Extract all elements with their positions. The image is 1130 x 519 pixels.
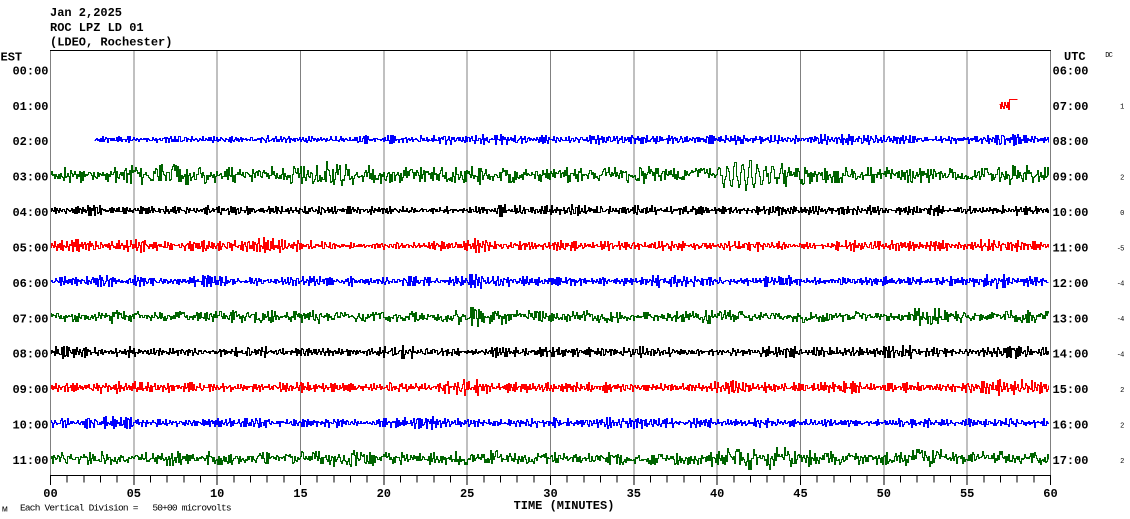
svg-text:м: м bbox=[2, 504, 8, 515]
svg-text:11:00: 11:00 bbox=[1053, 242, 1089, 256]
svg-text:2: 2 bbox=[1120, 387, 1124, 395]
svg-text:06:00: 06:00 bbox=[1053, 64, 1089, 78]
svg-text:09:00: 09:00 bbox=[1053, 171, 1089, 185]
svg-text:00:00: 00:00 bbox=[12, 64, 48, 78]
svg-text:01:00: 01:00 bbox=[12, 100, 48, 114]
svg-text:14:00: 14:00 bbox=[1053, 348, 1089, 362]
svg-text:05: 05 bbox=[127, 487, 141, 501]
svg-text:10:00: 10:00 bbox=[1053, 206, 1089, 220]
svg-text:09:00: 09:00 bbox=[12, 383, 48, 397]
svg-text:17:00: 17:00 bbox=[1053, 454, 1089, 468]
svg-text:10:00: 10:00 bbox=[12, 419, 48, 433]
svg-text:-4: -4 bbox=[1117, 316, 1124, 324]
svg-text:40: 40 bbox=[710, 487, 724, 501]
svg-text:15:00: 15:00 bbox=[1053, 383, 1089, 397]
svg-text:12:00: 12:00 bbox=[1053, 277, 1089, 291]
svg-text:06:00: 06:00 bbox=[12, 277, 48, 291]
svg-text:13:00: 13:00 bbox=[1053, 312, 1089, 326]
svg-text:35: 35 bbox=[627, 487, 641, 501]
svg-text:00: 00 bbox=[43, 487, 57, 501]
svg-text:2: 2 bbox=[1120, 175, 1124, 183]
svg-text:ROC LPZ LD 01: ROC LPZ LD 01 bbox=[50, 21, 144, 35]
svg-text:10: 10 bbox=[210, 487, 224, 501]
svg-text:2: 2 bbox=[1120, 422, 1124, 430]
svg-text:Each Vertical Division = 50+: Each Vertical Division = 50+00 microvolt… bbox=[20, 503, 231, 514]
svg-text:EST: EST bbox=[1, 51, 23, 65]
svg-text:07:00: 07:00 bbox=[12, 312, 48, 326]
svg-text:04:00: 04:00 bbox=[12, 206, 48, 220]
svg-text:45: 45 bbox=[793, 487, 807, 501]
svg-text:Jan 2,2025: Jan 2,2025 bbox=[50, 6, 122, 20]
svg-text:2: 2 bbox=[1120, 458, 1124, 466]
svg-text:UTC: UTC bbox=[1064, 50, 1086, 64]
svg-text:08:00: 08:00 bbox=[12, 348, 48, 362]
svg-text:03:00: 03:00 bbox=[12, 171, 48, 185]
svg-text:15: 15 bbox=[293, 487, 307, 501]
svg-text:TIME (MINUTES): TIME (MINUTES) bbox=[514, 499, 615, 513]
svg-text:05:00: 05:00 bbox=[12, 242, 48, 256]
svg-text:08:00: 08:00 bbox=[1053, 135, 1089, 149]
svg-text:60: 60 bbox=[1043, 487, 1057, 501]
svg-text:DC: DC bbox=[1105, 52, 1112, 60]
svg-text:0: 0 bbox=[1120, 210, 1124, 218]
svg-text:25: 25 bbox=[460, 487, 474, 501]
svg-text:(LDEO, Rochester): (LDEO, Rochester) bbox=[50, 36, 172, 50]
svg-text:30: 30 bbox=[543, 487, 557, 501]
svg-text:20: 20 bbox=[377, 487, 391, 501]
svg-text:16:00: 16:00 bbox=[1053, 419, 1089, 433]
svg-text:02:00: 02:00 bbox=[12, 135, 48, 149]
svg-text:-4: -4 bbox=[1117, 281, 1124, 289]
svg-text:07:00: 07:00 bbox=[1053, 100, 1089, 114]
svg-text:55: 55 bbox=[960, 487, 974, 501]
svg-text:1: 1 bbox=[1120, 104, 1124, 112]
svg-text:11:00: 11:00 bbox=[12, 454, 48, 468]
svg-text:-4: -4 bbox=[1117, 352, 1124, 360]
svg-text:50: 50 bbox=[877, 487, 891, 501]
svg-text:-5: -5 bbox=[1117, 245, 1124, 253]
